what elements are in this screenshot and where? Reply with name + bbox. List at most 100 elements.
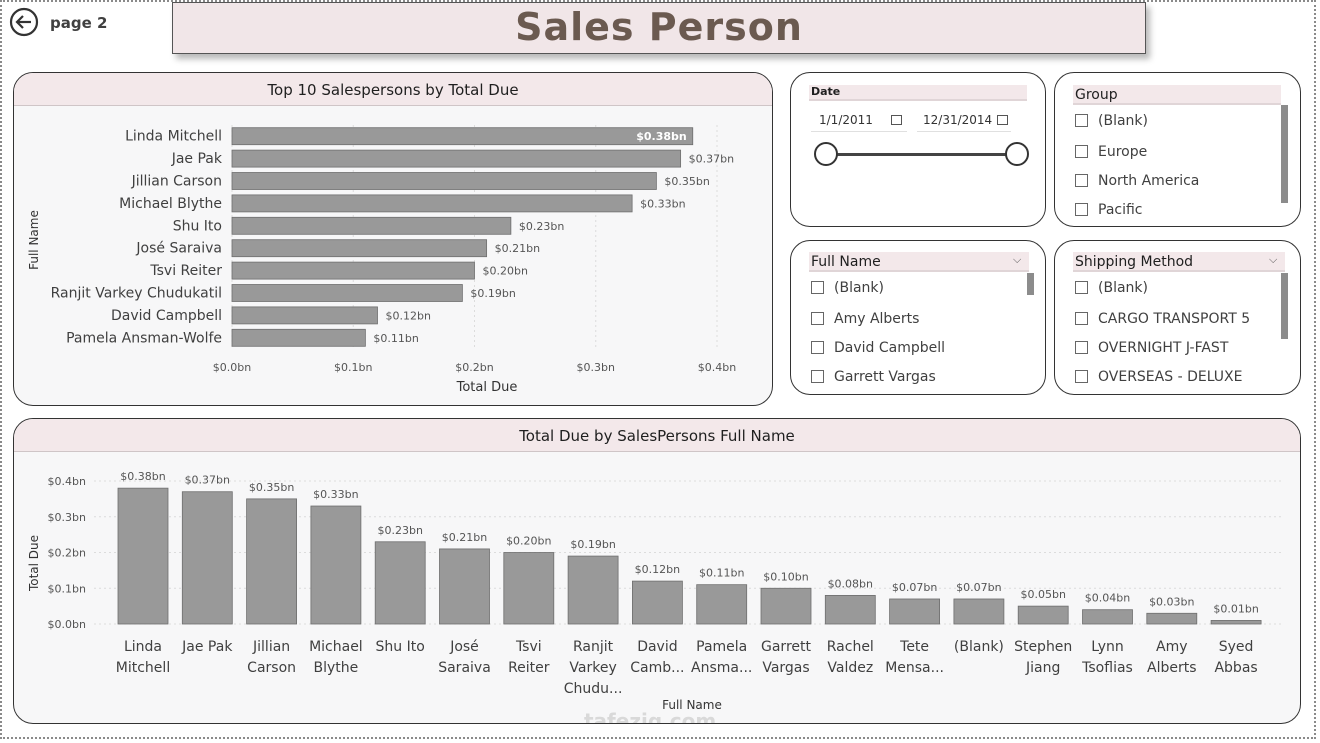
shipping-option-cargo-transport-5[interactable]: CARGO TRANSPORT 5 [1075,308,1250,330]
bar[interactable] [1017,605,1069,625]
chevron-down-icon[interactable]: ⌵ [1013,253,1022,266]
top-chart-ylabel: Full Name [27,210,41,270]
bar[interactable] [889,598,940,625]
name-option-amy-alberts[interactable]: Amy Alberts [811,308,919,330]
checkbox[interactable] [1075,281,1088,294]
y-tick-label: $0.2bn [48,547,86,560]
top-chart-title: Top 10 Salespersons by Total Due [14,73,772,106]
checkbox[interactable] [811,370,824,383]
data-label: $0.19bn [570,538,615,551]
bar[interactable] [374,541,426,625]
data-label: $0.20bn [483,265,528,278]
group-option-north-america[interactable]: North America [1075,170,1199,192]
checkbox[interactable] [1075,341,1088,354]
bar[interactable] [231,127,694,146]
bar[interactable] [231,284,463,302]
group-option-blank[interactable]: (Blank) [1075,110,1148,132]
bar[interactable] [231,172,657,190]
bar[interactable] [231,149,682,168]
data-label: $0.03bn [1149,595,1194,608]
bar[interactable] [231,306,378,325]
category-label-line: Ansma... [691,660,752,676]
category-label-line: Reiter [508,660,550,676]
group-slicer-title: Group [1073,85,1281,105]
checkbox[interactable] [1075,145,1088,158]
page-label[interactable]: page 2 [50,14,108,32]
group-option-pacific[interactable]: Pacific [1075,199,1143,221]
arrow-left-circle-icon[interactable] [9,7,39,37]
bottom-chart-title: Total Due by SalesPersons Full Name [14,419,1300,452]
category-label-line: (Blank) [954,639,1004,655]
checkbox[interactable] [811,341,824,354]
shipping-option-overnight-j-fast[interactable]: OVERNIGHT J-FAST [1075,337,1228,359]
shipping-method-slicer: Shipping Method ⌵ (Blank) CARGO TRANSPOR… [1054,240,1301,395]
date-range-track[interactable] [825,153,1019,156]
bar[interactable] [1210,620,1262,625]
shipping-option-overseas-deluxe[interactable]: OVERSEAS - DELUXE [1075,366,1242,388]
total-due-by-name-chart[interactable]: Total Due Full Name $0.0bn $0.1bn $0.2bn $0… [14,451,1301,724]
checkbox[interactable] [811,312,824,325]
date-range-end-handle[interactable] [1005,142,1029,166]
category-label-line: Stephen [1014,639,1072,655]
date-range-start-handle[interactable] [814,142,838,166]
checkbox[interactable] [1075,203,1088,216]
bar[interactable] [760,587,812,625]
bar[interactable] [181,491,233,625]
bar[interactable] [231,216,512,235]
data-label: $0.07bn [892,581,937,594]
group-slicer-scrollbar[interactable] [1281,105,1288,203]
bar[interactable] [824,594,876,625]
bar[interactable] [231,194,633,213]
bar[interactable] [1146,612,1198,625]
data-label: $0.23bn [519,220,564,233]
category-label: (Blank) [954,639,1004,655]
checkbox[interactable] [1075,174,1088,187]
bar[interactable] [567,555,619,625]
shipping-option-blank[interactable]: (Blank) [1075,277,1148,299]
bar[interactable] [231,239,488,258]
bar[interactable] [1082,609,1133,625]
bar[interactable] [231,261,475,280]
name-option-blank[interactable]: (Blank) [811,277,884,299]
bar[interactable] [953,598,1005,625]
category-label: José Saraiva [135,241,222,257]
bar[interactable] [246,498,298,625]
start-date-input[interactable]: 1/1/2011 [811,109,907,132]
total-due-by-name-card: Total Due by SalesPersons Full Name Tota… [13,418,1301,724]
checkbox[interactable] [1075,114,1088,127]
bar[interactable] [439,548,490,625]
data-label: $0.33bn [640,197,685,210]
data-label: $0.12bn [386,309,431,322]
end-date-input[interactable]: 12/31/2014 [917,109,1011,132]
bar[interactable] [503,552,555,625]
group-option-europe[interactable]: Europe [1075,141,1147,163]
start-date-value: 1/1/2011 [819,113,873,127]
group-slicer: Group (Blank) Europe North America Pacif… [1054,72,1301,227]
bar[interactable] [310,505,362,625]
name-option-garrett-vargas[interactable]: Garrett Vargas [811,366,936,388]
bar[interactable] [231,328,366,347]
report-title: Sales Person [515,5,803,49]
checkbox[interactable] [1075,312,1088,325]
bar[interactable] [696,584,748,625]
bar[interactable] [632,580,683,625]
bar[interactable] [117,487,169,625]
category-label: Garrett Vargas [761,639,811,676]
checkbox[interactable] [1075,370,1088,383]
name-option-david-campbell[interactable]: David Campbell [811,337,945,359]
category-label: Shu Ito [173,218,222,234]
top-salespersons-chart[interactable]: Full Name Total Due $0.0bn $0.1bn $0.2bn $0… [14,105,773,405]
report-title-box: Sales Person [172,2,1146,54]
calendar-icon[interactable] [891,115,902,125]
category-label-line: Blythe [314,660,359,676]
chevron-down-icon[interactable]: ⌵ [1269,253,1278,266]
checkbox[interactable] [811,281,824,294]
data-label: $0.08bn [828,577,873,590]
name-slicer-scrollbar[interactable] [1027,273,1034,295]
data-label: $0.04bn [1085,592,1130,605]
category-label: Pamela Ansman-Wolfe [66,330,222,346]
date-slicer-title: Date [809,85,1027,101]
shipping-slicer-scrollbar[interactable] [1281,273,1288,339]
data-label: $0.37bn [185,474,230,487]
calendar-icon[interactable] [997,115,1008,125]
